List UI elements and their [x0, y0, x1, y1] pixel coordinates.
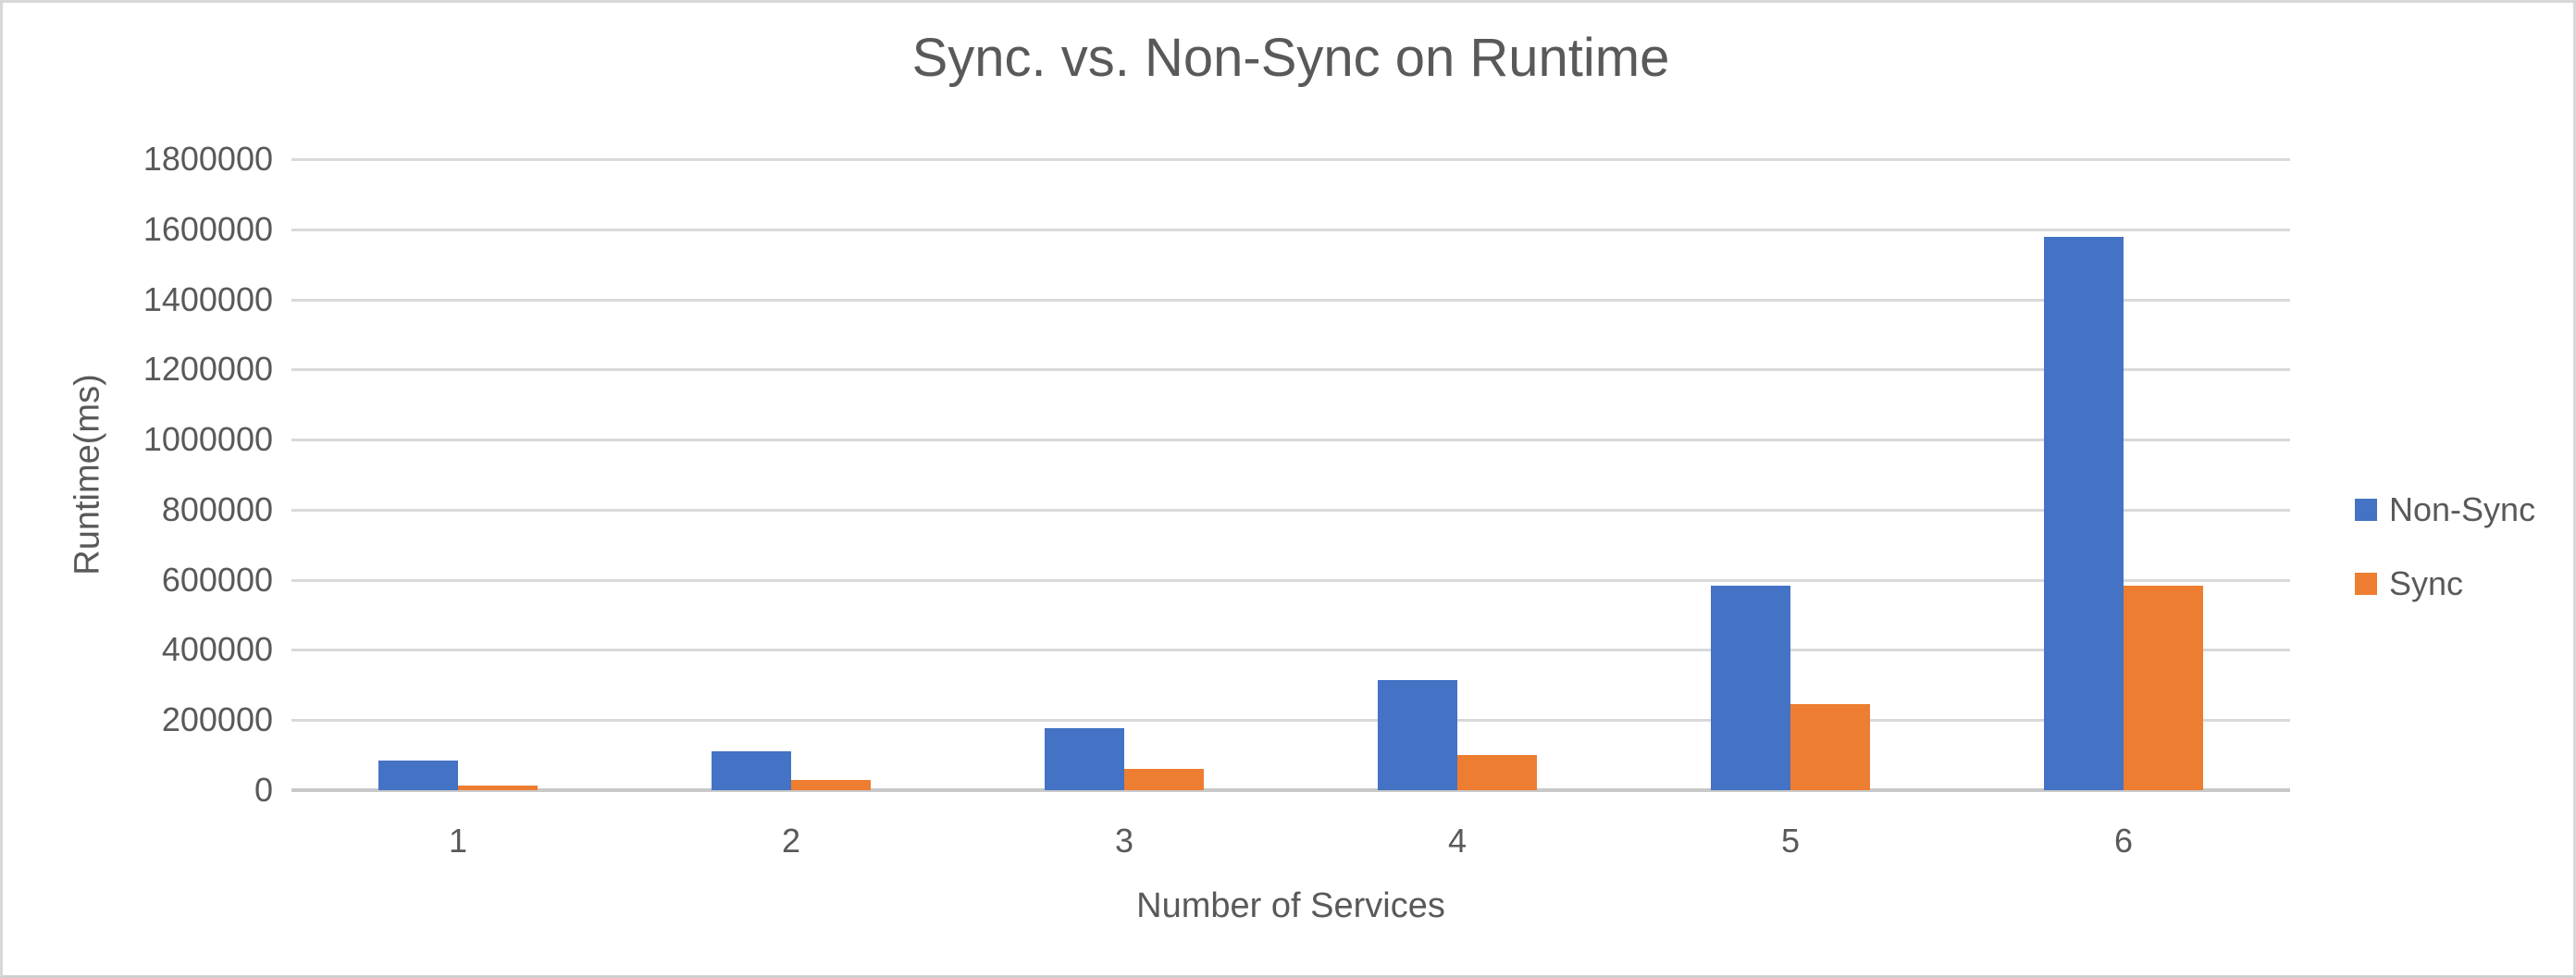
gridline [291, 368, 2290, 371]
bar-non-sync-4 [1378, 680, 1457, 790]
x-axis-line [291, 788, 2290, 792]
y-tick-label: 800000 [161, 490, 273, 528]
bar-sync-1 [458, 786, 538, 790]
gridline [291, 158, 2290, 161]
bar-non-sync-6 [2044, 237, 2124, 790]
legend-entry-non-sync: Non-Sync [2355, 491, 2535, 528]
y-tick-label: 1800000 [142, 140, 273, 178]
x-tick-label: 3 [1114, 822, 1134, 860]
bar-non-sync-5 [1711, 586, 1790, 790]
legend-label: Sync [2389, 564, 2464, 602]
bar-sync-6 [2124, 586, 2203, 790]
x-tick-label: 4 [1447, 822, 1468, 860]
x-axis-title: Number of Services [1136, 886, 1445, 925]
gridline [291, 299, 2290, 302]
legend-swatch-icon [2355, 573, 2377, 595]
y-tick-label: 1600000 [142, 210, 273, 248]
chart-title: Sync. vs. Non-Sync on Runtime [911, 28, 1670, 88]
bar-sync-3 [1124, 769, 1204, 790]
legend-entry-sync: Sync [2355, 565, 2535, 602]
gridline [291, 719, 2290, 722]
gridline [291, 649, 2290, 651]
legend: Non-Sync Sync [2355, 491, 2535, 639]
plot-area [291, 158, 2290, 792]
y-axis-title-text: Runtime(ms) [68, 374, 107, 576]
legend-label: Non-Sync [2389, 490, 2536, 528]
y-tick-label: 1200000 [142, 350, 273, 388]
gridline [291, 579, 2290, 582]
x-tick-label: 6 [2113, 822, 2134, 860]
y-tick-label: 0 [254, 771, 273, 809]
y-tick-label: 600000 [161, 561, 273, 599]
gridline [291, 229, 2290, 231]
y-tick-label: 1000000 [142, 420, 273, 458]
y-tick-label: 400000 [161, 630, 273, 668]
bar-non-sync-1 [378, 761, 458, 790]
x-tick-label: 5 [1780, 822, 1801, 860]
x-tick-label: 2 [781, 822, 801, 860]
bar-sync-2 [791, 780, 871, 790]
bar-non-sync-2 [712, 751, 791, 790]
bar-non-sync-3 [1045, 728, 1124, 790]
bar-sync-4 [1457, 755, 1537, 790]
gridline [291, 439, 2290, 441]
bar-sync-5 [1790, 704, 1870, 790]
y-tick-label: 200000 [161, 700, 273, 738]
legend-swatch-icon [2355, 499, 2377, 521]
x-tick-label: 1 [448, 822, 468, 860]
gridline [291, 509, 2290, 512]
y-tick-label: 1400000 [142, 280, 273, 318]
